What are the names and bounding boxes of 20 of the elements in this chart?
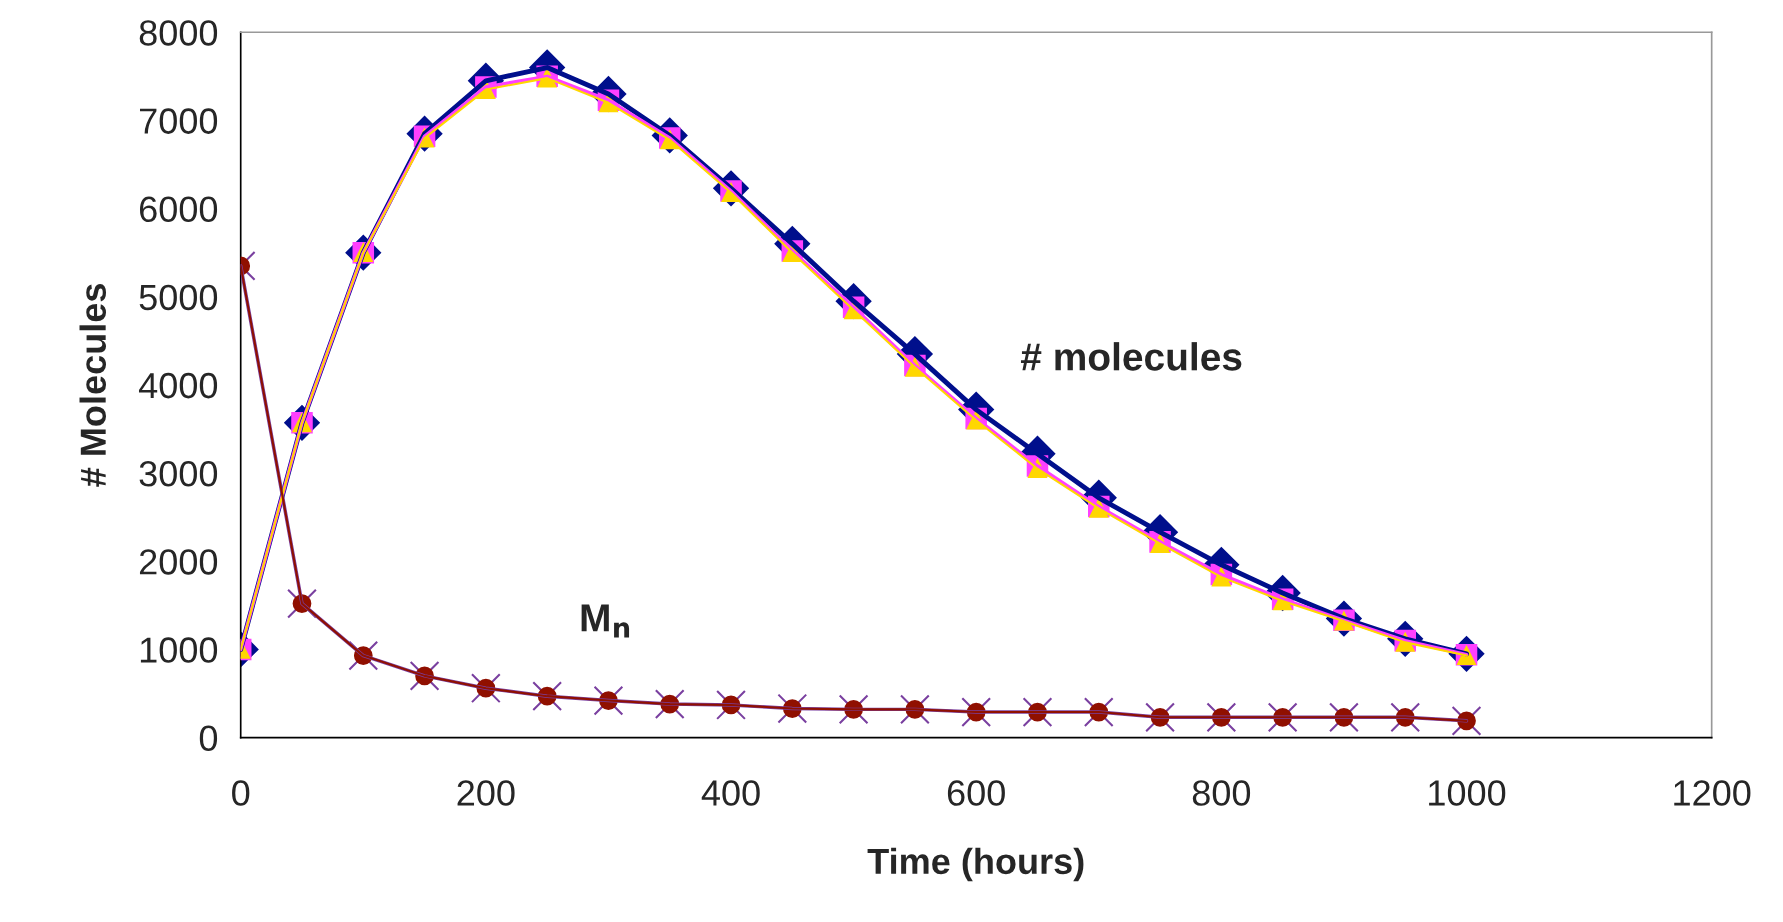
x-tick-label: 600 — [947, 780, 1005, 806]
y-axis-title: # Molecules — [79, 284, 107, 487]
y-tick-label: 7000 — [140, 108, 218, 134]
x-tick-label: 1200 — [1674, 780, 1751, 806]
x-tick-label: 400 — [701, 780, 760, 806]
y-tick-label: 4000 — [138, 372, 218, 399]
y-tick-label: 1000 — [140, 637, 218, 663]
x-axis-title: Time (hours) — [867, 847, 1084, 882]
x-tick-label: 200 — [457, 780, 515, 806]
annotation: M$_{n}$ — [581, 604, 630, 638]
y-tick-label: 6000 — [139, 196, 218, 223]
y-tick-label: 3000 — [139, 460, 218, 487]
y-tick-label: 2000 — [139, 549, 218, 575]
x-tick-label: 800 — [1192, 780, 1251, 806]
annotation: # molecules — [1020, 342, 1242, 371]
y-tick-label: 8000 — [139, 20, 218, 46]
y-tick-label: 0 — [199, 725, 218, 752]
x-tick-label: 1000 — [1429, 780, 1506, 806]
x-tick-label: 0 — [232, 780, 250, 806]
y-tick-label: 5000 — [139, 284, 218, 311]
